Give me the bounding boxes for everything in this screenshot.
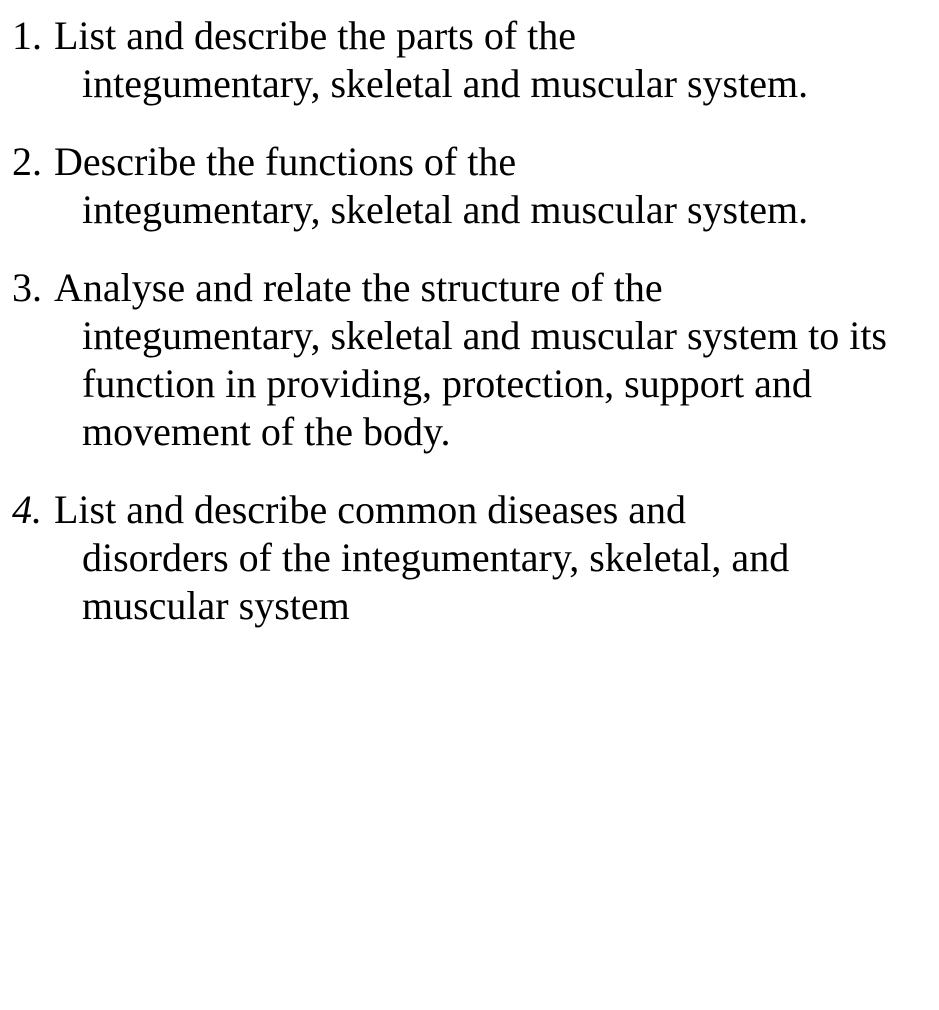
item-first-line: Describe the functions of the [54, 138, 921, 186]
item-rest-lines: integumentary, skeletal and muscular sys… [82, 186, 921, 234]
list-item: List and describe the parts of the integ… [12, 12, 921, 108]
numbered-list: List and describe the parts of the integ… [12, 12, 921, 630]
item-rest-lines: integumentary, skeletal and muscular sys… [82, 60, 921, 108]
list-item: Analyse and relate the structure of the … [12, 264, 921, 456]
item-first-line: Analyse and relate the structure of the [54, 264, 921, 312]
item-rest-lines: disorders of the integumentary, skeletal… [82, 534, 921, 630]
item-first-line: List and describe the parts of the [54, 12, 921, 60]
item-rest-lines: integumentary, skeletal and muscular sys… [82, 312, 921, 456]
item-first-line: List and describe common diseases and [54, 486, 921, 534]
list-item: Describe the functions of the integument… [12, 138, 921, 234]
list-item: List and describe common diseases and di… [12, 486, 921, 630]
